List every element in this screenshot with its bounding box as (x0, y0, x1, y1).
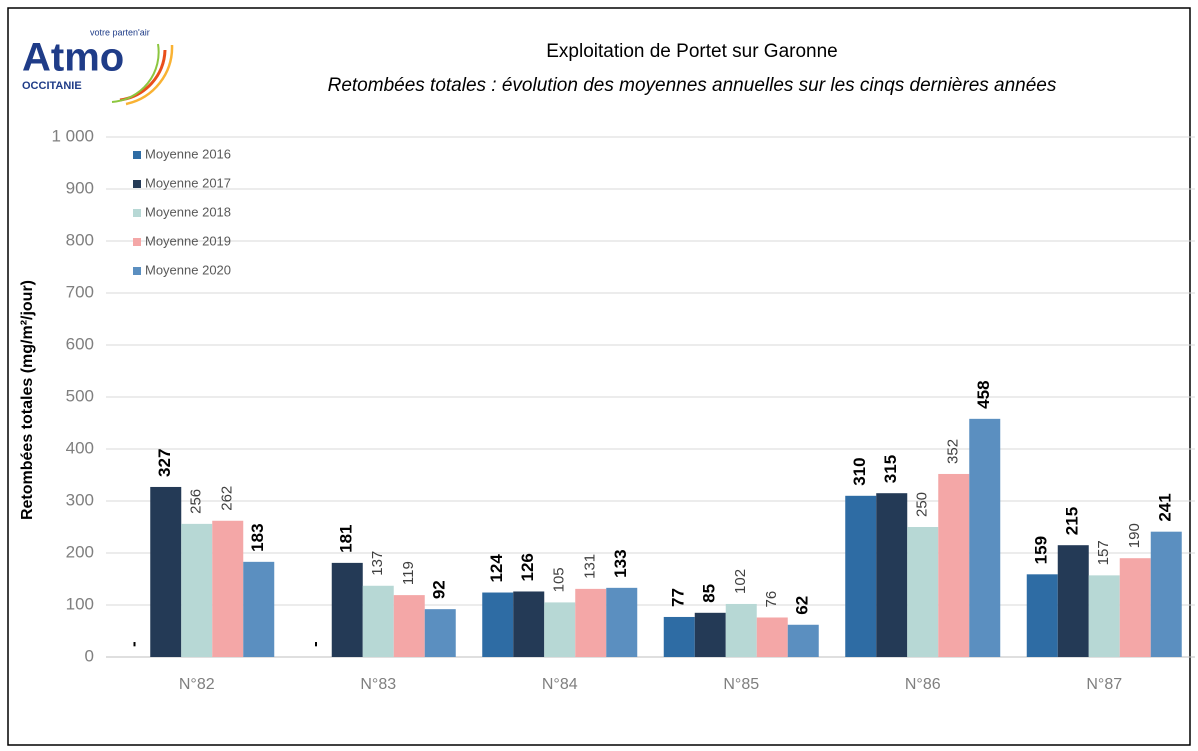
data-label: 92 (430, 580, 449, 599)
data-label: 215 (1063, 507, 1082, 535)
data-label: 62 (793, 596, 812, 615)
bar (243, 561, 275, 657)
bar (606, 587, 638, 657)
legend-label: Moyenne 2017 (145, 175, 231, 190)
data-label: 124 (487, 554, 506, 583)
data-label: 250 (914, 492, 931, 517)
legend-label: Moyenne 2019 (145, 233, 231, 248)
data-label: 256 (188, 489, 205, 514)
bar (876, 493, 908, 657)
data-label: 183 (248, 523, 267, 551)
y-tick-label: 200 (66, 542, 94, 561)
legend-label: Moyenne 2020 (145, 262, 231, 277)
bar (1088, 575, 1120, 657)
bar (694, 612, 726, 657)
data-label: 159 (1032, 536, 1051, 564)
data-label: 190 (1126, 523, 1143, 548)
legend-swatch (133, 238, 141, 246)
y-tick-label: 900 (66, 178, 94, 197)
chart-title: Exploitation de Portet sur Garonne (546, 41, 838, 62)
x-tick-label: N°84 (542, 676, 578, 693)
data-label: 119 (400, 561, 417, 585)
data-label: 157 (1095, 540, 1112, 565)
bar (362, 585, 394, 657)
data-label: 315 (881, 455, 900, 483)
data-label: - (306, 641, 325, 647)
data-label: 133 (611, 549, 630, 577)
data-label: 137 (369, 551, 386, 576)
logo-name: Atmo (22, 36, 124, 80)
data-label: 102 (732, 569, 749, 594)
bar (575, 588, 607, 657)
y-tick-label: 300 (66, 490, 94, 509)
legend-swatch (133, 180, 141, 188)
x-tick-label: N°87 (1086, 676, 1122, 693)
bar (756, 617, 788, 657)
data-label: 77 (669, 588, 688, 607)
data-label: 105 (551, 567, 568, 592)
legend-swatch (133, 209, 141, 217)
bar (181, 523, 213, 657)
bar (331, 562, 363, 657)
data-label: 310 (850, 457, 869, 485)
data-label: 181 (337, 525, 356, 553)
bar (725, 603, 757, 657)
bar (424, 609, 456, 657)
bar (907, 527, 939, 657)
y-tick-label: 400 (66, 438, 94, 457)
bar (845, 495, 877, 657)
y-tick-label: 500 (66, 386, 94, 405)
logo-arc (111, 43, 160, 103)
bar (1150, 531, 1182, 657)
y-tick-label: 600 (66, 334, 94, 353)
bar (663, 616, 695, 657)
legend-label: Moyenne 2016 (145, 146, 231, 161)
bar (393, 595, 425, 657)
x-tick-label: N°85 (723, 676, 759, 693)
y-axis-label: Retombées totales (mg/m²/jour) (19, 280, 36, 520)
bar (1057, 545, 1089, 657)
data-label: 85 (700, 584, 719, 603)
x-tick-label: N°83 (360, 676, 396, 693)
bar (938, 473, 970, 657)
y-tick-label: 1 000 (51, 126, 94, 145)
y-tick-label: 700 (66, 282, 94, 301)
bar (544, 602, 576, 657)
x-tick-label: N°82 (179, 676, 215, 693)
chart-subtitle: Retombées totales : évolution des moyenn… (328, 75, 1057, 96)
logo-region: OCCITANIE (22, 80, 82, 92)
data-label: 458 (974, 380, 993, 408)
bar (1119, 558, 1151, 657)
legend-swatch (133, 151, 141, 159)
y-tick-label: 0 (85, 646, 94, 665)
bar (1026, 574, 1058, 657)
data-label: 126 (518, 553, 537, 581)
bar (212, 520, 244, 657)
data-label: 76 (763, 591, 780, 608)
logo: Atmo OCCITANIE votre parten'air (22, 27, 174, 106)
legend-label: Moyenne 2018 (145, 204, 231, 219)
bar (150, 486, 182, 657)
bar (969, 418, 1001, 657)
bar (482, 592, 514, 657)
logo-arc (125, 44, 174, 106)
y-tick-label: 100 (66, 594, 94, 613)
legend-swatch (133, 267, 141, 275)
data-label: 327 (155, 449, 174, 477)
x-tick-label: N°86 (905, 676, 941, 693)
data-label: 241 (1156, 493, 1175, 521)
data-label: 352 (945, 439, 962, 464)
data-label: 262 (219, 486, 236, 511)
bar (787, 624, 819, 657)
logo-tagline: votre parten'air (90, 27, 150, 37)
y-tick-label: 800 (66, 230, 94, 249)
data-label: - (124, 641, 143, 647)
data-label: 131 (582, 554, 599, 579)
bar (513, 591, 545, 657)
